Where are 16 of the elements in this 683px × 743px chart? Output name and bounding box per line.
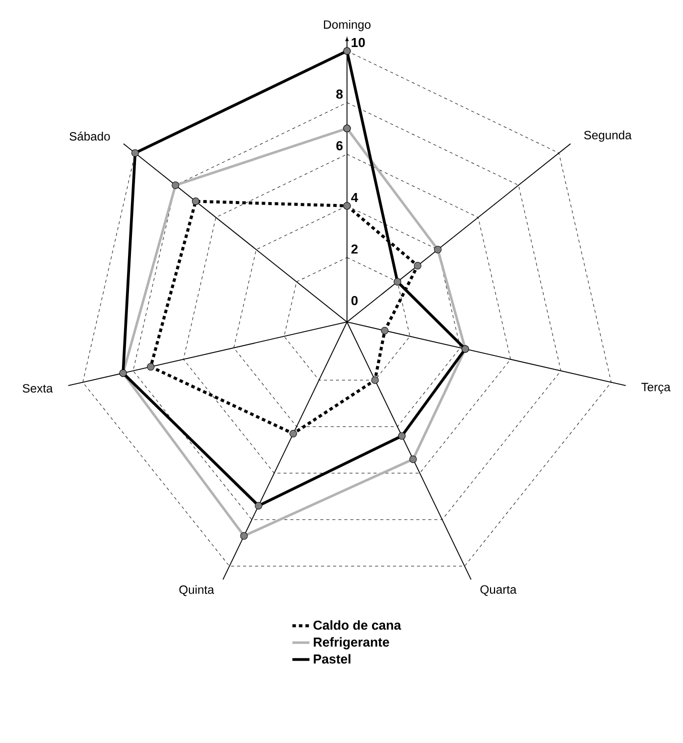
- y-tick-label: 6: [336, 141, 343, 150]
- legend-label: Pastel: [314, 654, 350, 664]
- y-tick-label: 0: [351, 296, 358, 306]
- legend-label: Refrigerante: [314, 637, 390, 650]
- spoke-label: Sexta: [22, 384, 53, 393]
- y-tick-label: 4: [351, 193, 358, 202]
- spoke-label: Terça: [641, 382, 671, 394]
- spoke-label: Quarta: [480, 585, 517, 596]
- y-tick-label: 10: [352, 38, 365, 48]
- y-tick-label: 2: [351, 244, 358, 254]
- spoke-label: Sábado: [70, 132, 110, 141]
- spoke-label: Domingo: [324, 20, 370, 32]
- y-tick-label: 8: [336, 89, 343, 99]
- spoke-label: Segunda: [584, 130, 632, 142]
- spoke-label: Quinta: [179, 585, 214, 596]
- legend-label: Caldo de cana: [314, 620, 402, 630]
